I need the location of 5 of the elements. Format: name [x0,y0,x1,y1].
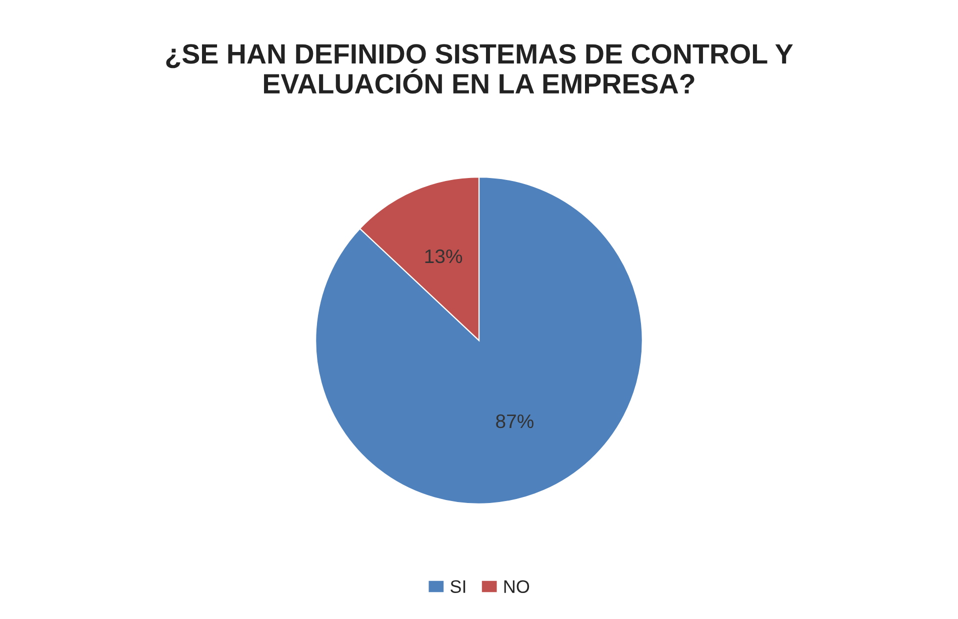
legend-label: SI [450,580,466,593]
data-label: 13% [425,249,462,264]
chart-title: ¿SE HAN DEFINIDO SISTEMAS DE CONTROL Y EVALUACIÓN EN LA EMPRESA? [166,44,793,94]
legend-label: NO [504,580,530,593]
data-label: 87% [496,414,534,428]
